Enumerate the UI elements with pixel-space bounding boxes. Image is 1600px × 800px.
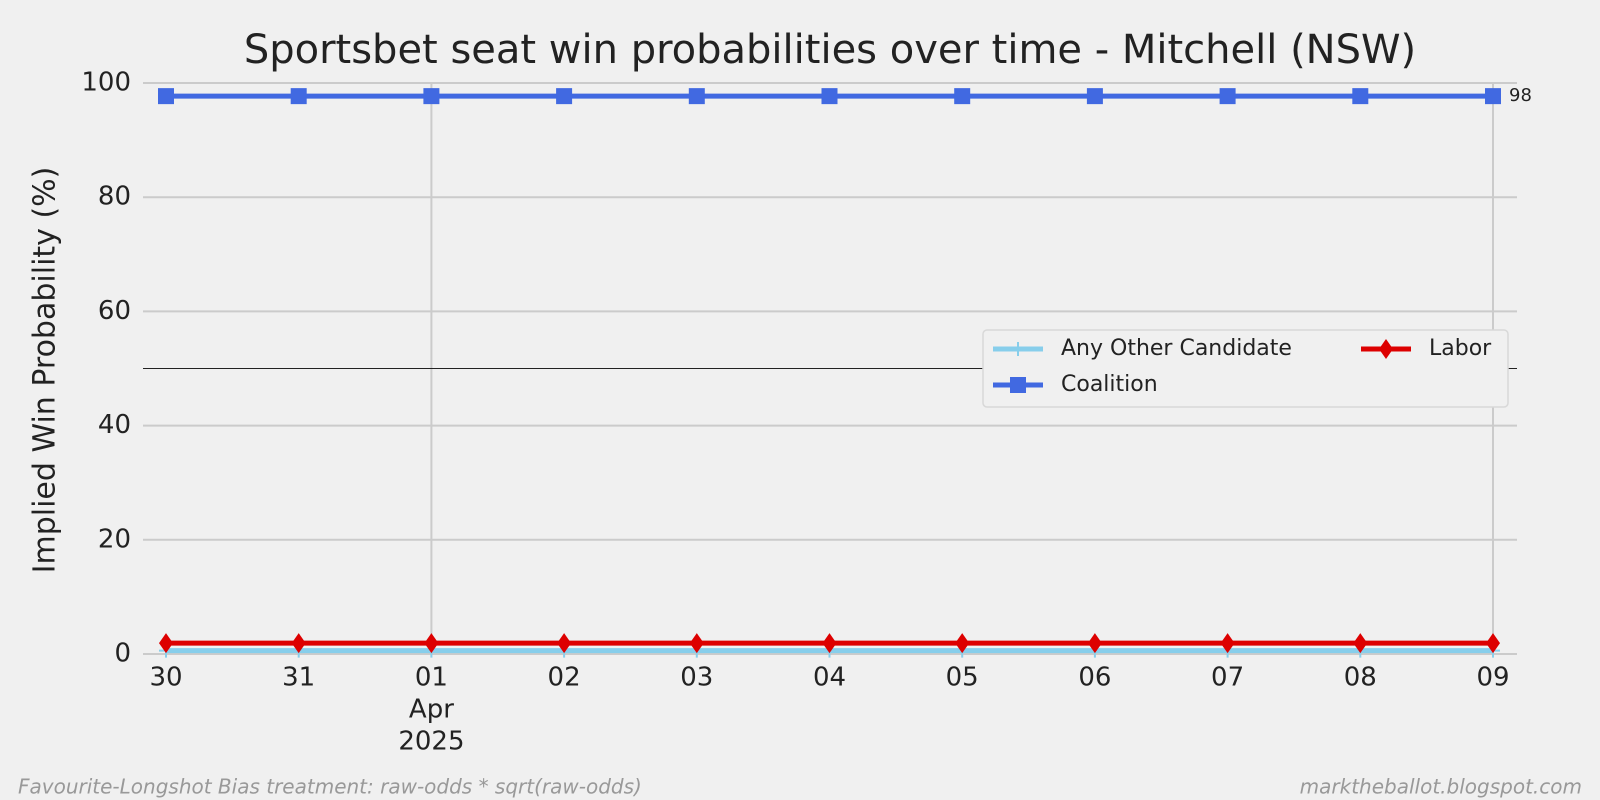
point-marker bbox=[424, 633, 439, 654]
y-tick-label: 80 bbox=[98, 182, 131, 212]
x-tick-label: 01 bbox=[415, 663, 448, 693]
x-tick-label: 09 bbox=[1476, 663, 1509, 693]
y-tick-label: 100 bbox=[81, 68, 131, 98]
x-tick-label: 05 bbox=[946, 663, 979, 693]
y-tick-label: 0 bbox=[114, 639, 131, 669]
point-marker bbox=[1485, 88, 1501, 105]
point-marker bbox=[1353, 633, 1368, 654]
x-year-label: 2025 bbox=[398, 727, 464, 757]
point-marker bbox=[557, 633, 572, 654]
point-marker bbox=[159, 633, 173, 654]
point-marker bbox=[1087, 633, 1102, 654]
point-marker bbox=[821, 88, 838, 105]
x-tick-label: 08 bbox=[1344, 663, 1377, 693]
footer-left: Favourite-Longshot Bias treatment: raw-o… bbox=[18, 775, 642, 799]
footer-right: marktheballot.blogspot.com bbox=[1300, 775, 1582, 799]
y-tick-label: 40 bbox=[98, 410, 131, 440]
x-month-label: Apr bbox=[409, 695, 454, 725]
x-tick-label: 04 bbox=[813, 663, 846, 693]
chart-title: Sportsbet seat win probabilities over ti… bbox=[244, 27, 1416, 73]
point-marker bbox=[689, 633, 704, 654]
point-marker bbox=[423, 88, 440, 105]
y-axis-label: Implied Win Probability (%) bbox=[28, 167, 63, 574]
x-tick-label: 30 bbox=[149, 663, 182, 693]
point-marker bbox=[291, 633, 306, 654]
x-tick-label: 03 bbox=[680, 663, 713, 693]
point-marker bbox=[158, 88, 174, 105]
point-marker bbox=[822, 633, 837, 654]
point-marker bbox=[1220, 633, 1235, 654]
legend-label: Any Other Candidate bbox=[1061, 336, 1292, 361]
legend-label: Labor bbox=[1429, 336, 1492, 361]
point-marker bbox=[556, 88, 573, 105]
legend-marker bbox=[1379, 339, 1393, 359]
legend-label: Coalition bbox=[1061, 372, 1158, 397]
x-tick-label: 06 bbox=[1078, 663, 1111, 693]
point-marker bbox=[954, 88, 971, 105]
y-tick-label: 20 bbox=[98, 524, 131, 554]
point-marker bbox=[290, 88, 307, 105]
x-tick-label: 07 bbox=[1211, 663, 1244, 693]
point-marker bbox=[1219, 88, 1236, 105]
legend-marker bbox=[1010, 377, 1026, 393]
point-marker bbox=[688, 88, 705, 105]
value-label: 98 bbox=[1509, 85, 1532, 106]
y-tick-label: 60 bbox=[98, 296, 131, 326]
legend-marker bbox=[1011, 342, 1025, 356]
legend: Any Other Candidate Coalition Labor bbox=[982, 329, 1509, 408]
point-marker bbox=[955, 633, 970, 654]
point-marker bbox=[1352, 88, 1369, 105]
point-marker bbox=[1486, 633, 1500, 654]
x-tick-label: 02 bbox=[548, 663, 581, 693]
point-marker bbox=[1086, 88, 1103, 105]
x-tick-label: 31 bbox=[282, 663, 315, 693]
